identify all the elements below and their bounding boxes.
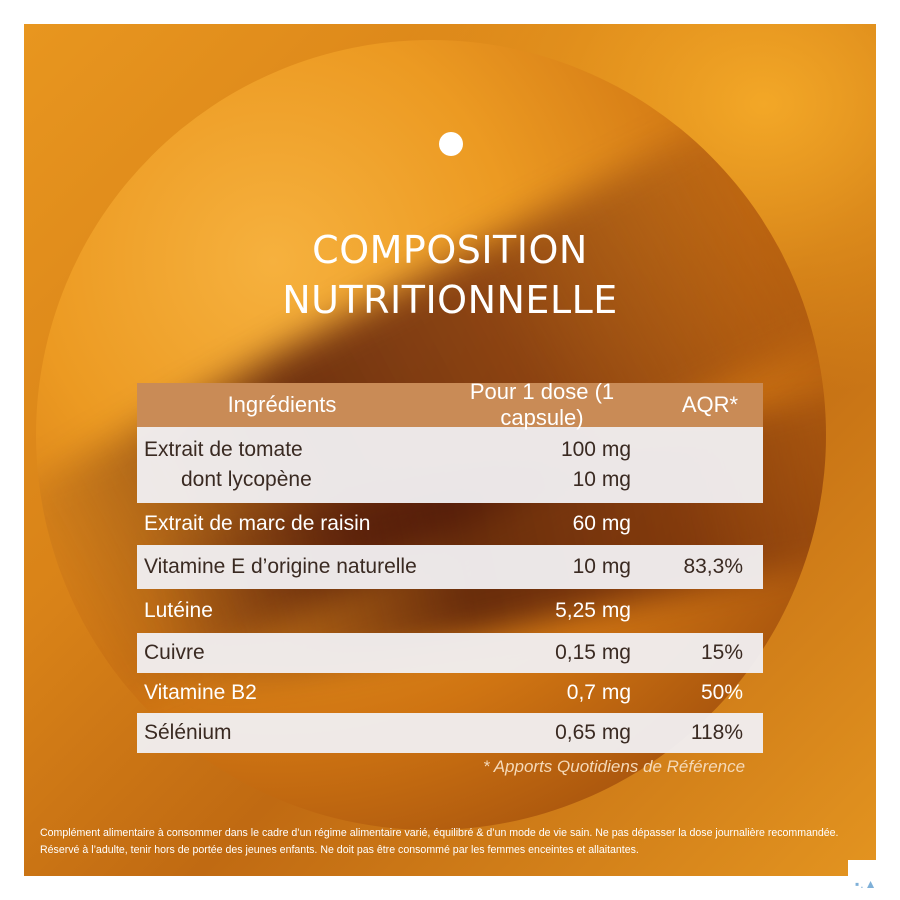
ingredient-name: Lutéine — [144, 599, 213, 622]
brand-mark-icon: ▪.▲ — [855, 877, 878, 891]
title-line-1: COMPOSITION — [312, 228, 588, 272]
ingredient-name: Extrait de marc de raisin — [144, 512, 371, 535]
table-row: Sélénium 0,65 mg 118% — [137, 713, 763, 753]
ingredient-name: Sélénium — [144, 721, 232, 744]
header-ingredients: Ingrédients — [227, 392, 337, 417]
header-aqr: AQR* — [681, 392, 739, 417]
dose-value: 60 mg — [572, 512, 631, 535]
dose-value: 10 mg — [572, 555, 631, 578]
table-row: Extrait de marc de raisin 60 mg — [137, 503, 763, 545]
legal-notice: Complément alimentaire à consommer dans … — [40, 827, 839, 856]
table-row: Lutéine 5,25 mg — [137, 589, 763, 633]
ingredient-name: Vitamine B2 — [144, 681, 257, 704]
table-row: Vitamine E d’origine naturelle 10 mg 83,… — [137, 545, 763, 589]
aqr-cell — [657, 427, 763, 503]
ingredient-name: dont lycopène — [181, 468, 312, 491]
ingredient-name: Cuivre — [144, 641, 205, 664]
aqr-footnote: * Apports Quotidiens de Référence — [483, 757, 746, 776]
ingredient-name: Extrait de tomate — [144, 438, 303, 461]
corner-patch — [848, 860, 900, 900]
title-line-2: NUTRITIONNELLE — [282, 278, 618, 322]
dose-value: 0,65 mg — [555, 721, 631, 744]
dose-value: 0,7 mg — [566, 681, 631, 704]
dose-value: 10 mg — [572, 468, 631, 491]
table-row: Extrait de tomate dont lycopène 100 mg 1… — [137, 427, 763, 503]
aqr-value: 83,3% — [683, 555, 743, 578]
ingredient-cell: Extrait de tomate dont lycopène — [137, 427, 427, 503]
dose-value: 0,15 mg — [555, 641, 631, 664]
table-row: Cuivre 0,15 mg 15% — [137, 633, 763, 673]
table-row: Vitamine B2 0,7 mg 50% — [137, 673, 763, 713]
dose-value: 5,25 mg — [555, 599, 631, 622]
table-header: Ingrédients Pour 1 dose (1 capsule) AQR* — [137, 379, 763, 430]
aqr-value: 50% — [700, 681, 743, 704]
ingredient-name: Vitamine E d’origine naturelle — [144, 555, 417, 578]
aqr-value: 118% — [690, 721, 743, 744]
header-dose: Pour 1 dose (1 capsule) — [469, 379, 615, 430]
dose-value: 100 mg — [560, 438, 631, 461]
aqr-value: 15% — [700, 641, 743, 664]
hang-hole — [439, 132, 463, 156]
nutrition-table: Ingrédients Pour 1 dose (1 capsule) AQR*… — [137, 379, 763, 753]
dose-cell: 100 mg 10 mg — [427, 427, 657, 503]
